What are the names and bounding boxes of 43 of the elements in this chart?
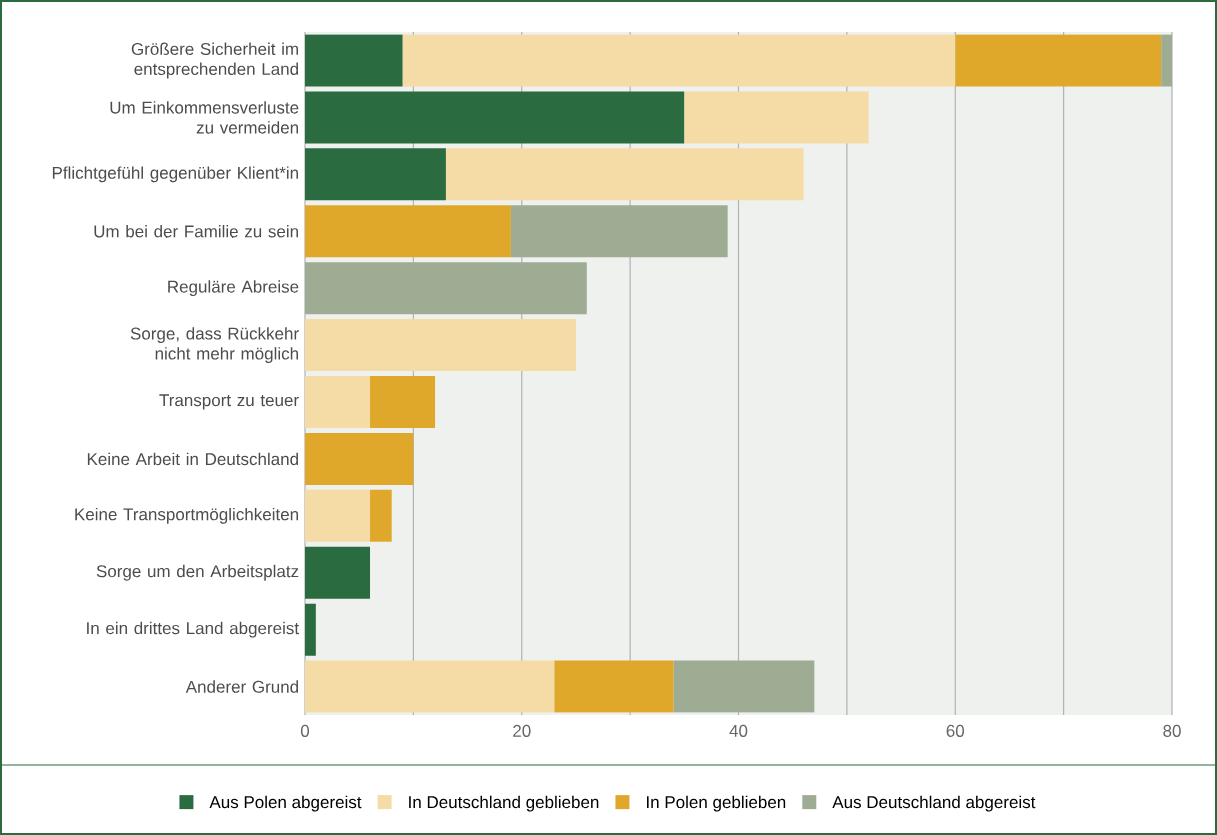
bar <box>305 660 555 713</box>
x-tick-label: 60 <box>946 724 965 737</box>
bar <box>305 546 371 599</box>
bar <box>445 148 804 201</box>
y-tick-label: Um Einkommensverluste zu vermeiden <box>110 101 299 134</box>
y-tick-label: Größere Sicherheit im entsprechenden Land <box>131 42 298 79</box>
bar <box>305 375 371 428</box>
bar <box>554 660 674 713</box>
bar <box>370 375 436 428</box>
bar <box>370 489 392 542</box>
x-tick-label: 80 <box>1163 724 1181 737</box>
x-tick-label: 40 <box>729 724 748 737</box>
x-tick-label: 0 <box>300 724 310 737</box>
y-tick-label: Keine Arbeit in Deutschland <box>87 452 298 466</box>
y-tick-label: Reguläre Abreise <box>168 280 299 297</box>
bar <box>305 91 685 144</box>
y-tick-label: Anderer Grund <box>185 680 299 693</box>
bar <box>305 489 371 542</box>
bar <box>684 91 869 144</box>
bar <box>305 148 446 201</box>
bar <box>402 34 956 87</box>
bar <box>955 34 1162 87</box>
y-tick-label: Sorge um den Arbeitsplatz <box>96 564 299 581</box>
bar <box>1161 34 1172 87</box>
bar <box>305 432 414 485</box>
bar <box>673 660 815 713</box>
bar <box>510 205 728 258</box>
y-tick-label: In ein drittes Land abgereist <box>87 621 299 638</box>
y-tick-label: Keine Transportmöglichkeiten <box>75 507 298 524</box>
bar <box>305 205 511 258</box>
y-tick-label: Pflichtgefühl gegenüber Klient*in <box>52 166 298 183</box>
legend-label: In Polen geblieben <box>647 795 786 812</box>
bar <box>305 262 587 315</box>
legend-label: Aus Deutschland abgereist <box>832 795 1036 812</box>
legend-label: In Deutschland geblieben <box>409 795 599 812</box>
bar <box>305 34 403 87</box>
legend-label: Aus Polen abgereist <box>209 795 362 812</box>
bar <box>305 603 316 656</box>
y-tick-label: Sorge, dass Rückkehr nicht mehr möglich <box>130 327 299 363</box>
y-tick-label: Um bei der Familie zu sein <box>94 224 298 238</box>
y-tick-label: Transport zu teuer <box>159 394 299 410</box>
x-tick-label: 20 <box>513 724 531 737</box>
bar <box>305 319 576 372</box>
